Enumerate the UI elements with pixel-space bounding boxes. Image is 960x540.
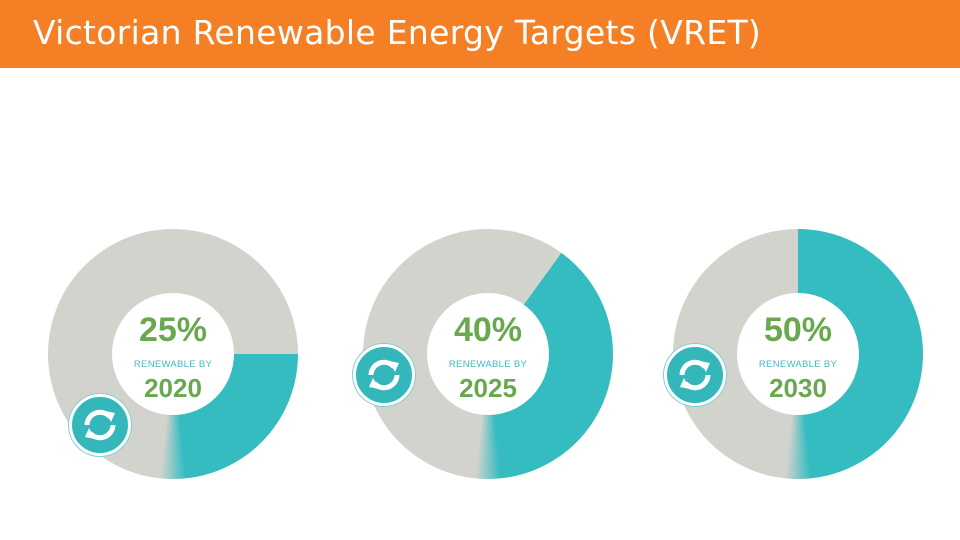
renew-cycle-icon (69, 394, 131, 456)
target-sub-label: RENEWABLE BY (133, 359, 213, 370)
target-percent: 25% (138, 311, 208, 349)
target-sub-label: RENEWABLE BY (448, 359, 528, 370)
renew-cycle-icon (664, 344, 726, 406)
page-title: Victorian Renewable Energy Targets (VRET… (33, 13, 762, 52)
renew-cycle-icon (353, 344, 415, 406)
header-bar: Victorian Renewable Energy Targets (VRET… (0, 0, 960, 68)
target-sub-label: RENEWABLE BY (758, 359, 838, 370)
target-donut-2030: 50% RENEWABLE BY 2030 (673, 229, 923, 479)
target-percent: 50% (763, 311, 833, 349)
donut-center: 40% RENEWABLE BY 2025 (427, 293, 549, 415)
donut-center: 25% RENEWABLE BY 2020 (112, 293, 234, 415)
target-year: 2020 (144, 373, 202, 403)
target-percent: 40% (453, 311, 523, 349)
target-year: 2030 (769, 373, 827, 403)
donut-center: 50% RENEWABLE BY 2030 (737, 293, 859, 415)
target-year: 2025 (459, 373, 517, 403)
